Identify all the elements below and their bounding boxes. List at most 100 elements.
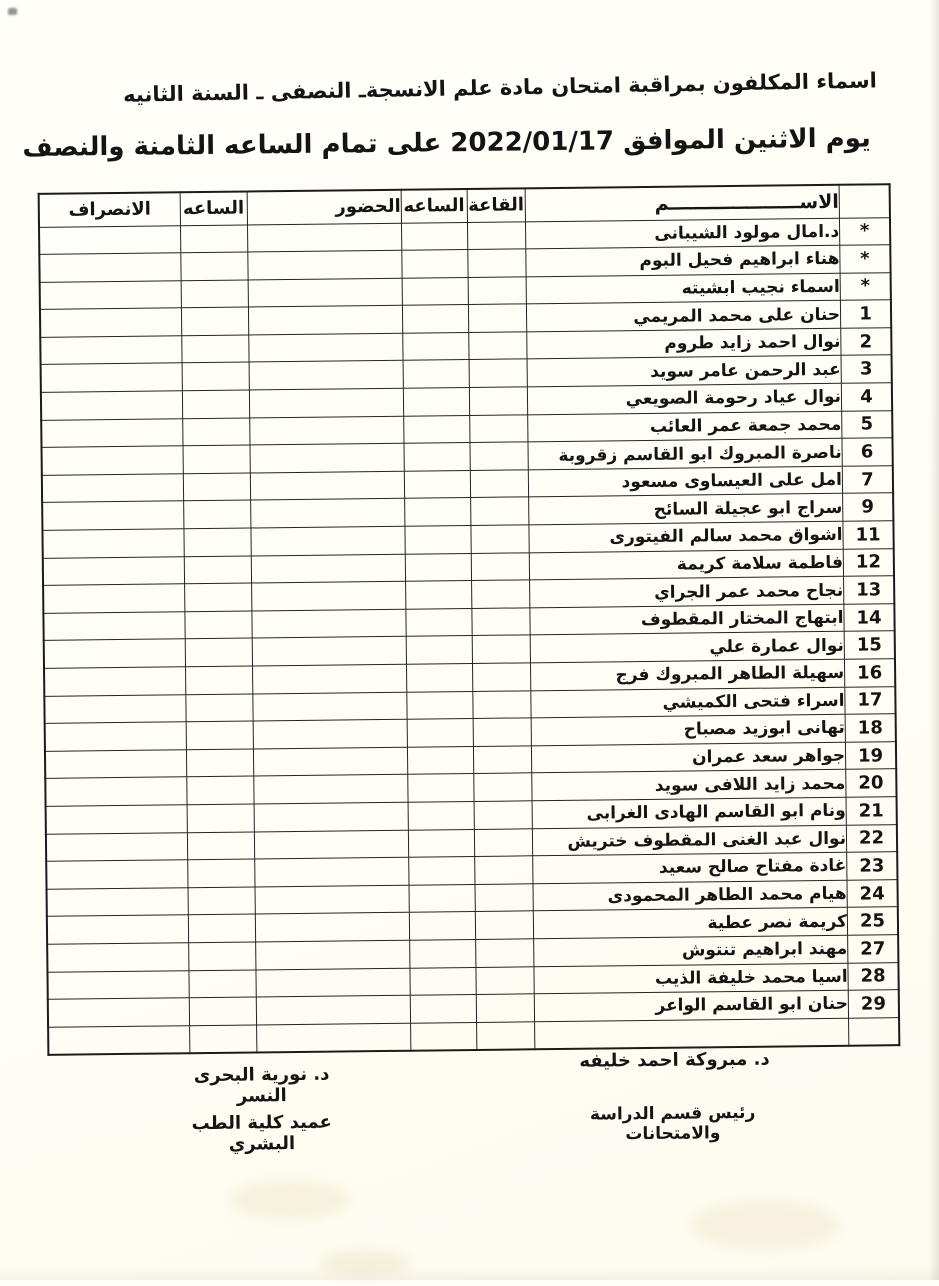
scan-edge-shadow: [0, 1266, 939, 1280]
departure-cell: [39, 308, 182, 338]
attendance-cell: [247, 250, 403, 280]
departure-cell: [44, 749, 187, 779]
attendance-cell: [248, 388, 404, 418]
attendance-cell: [254, 857, 409, 887]
invigilator-name: ونام ابو القاسم الهادى الغرابى: [532, 797, 847, 829]
time-in-cell: [410, 994, 477, 1023]
time-in-cell: [409, 966, 476, 996]
departure-cell: [46, 915, 189, 945]
row-number: 29: [848, 989, 900, 1018]
invigilator-name: اسماء نجيب ابشيته: [526, 272, 841, 305]
time-out-cell: [182, 445, 250, 474]
header-hall: القاعة: [466, 188, 526, 223]
header-attendance: الحضور: [246, 189, 402, 225]
departure-cell: [39, 225, 181, 255]
departure-cell: [44, 721, 187, 752]
time-out-cell: [183, 500, 251, 529]
time-in-cell: [404, 525, 471, 554]
departure-cell: [43, 583, 185, 614]
attendance-cell: [251, 636, 407, 666]
invigilator-name: د.امال مولود الشيبانى: [525, 217, 840, 249]
row-number: 5: [841, 410, 893, 439]
invigilators-table: الاســــــــــــــــــــم القاعة الساعه …: [37, 183, 901, 1056]
attendance-cell: [252, 746, 408, 777]
row-number: 1: [840, 299, 892, 329]
attendance-cell: [249, 415, 404, 446]
time-out-cell: [181, 362, 249, 391]
attendance-cell: [248, 360, 404, 391]
time-in-cell: [401, 249, 468, 278]
time-in-cell: [402, 277, 468, 306]
attendance-cell: [251, 581, 406, 611]
row-number: 25: [847, 907, 899, 936]
row-number: 11: [842, 520, 894, 549]
departure-cell: [42, 501, 184, 531]
invigilator-name: ابتهاج المختار المقطوف: [529, 604, 845, 636]
time-in-cell: [404, 470, 471, 499]
invigilator-name: نوال احمد زايد طروم: [526, 328, 842, 360]
attendance-cell: [255, 995, 411, 1025]
hall-cell: [467, 304, 527, 333]
time-out-cell: [188, 941, 256, 971]
signature-left-name: د. نورية البحرى النسر: [193, 1063, 330, 1107]
time-in-cell: [402, 359, 469, 389]
departure-cell: [41, 418, 183, 448]
time-out-cell: [186, 776, 254, 805]
departure-cell: [48, 1025, 190, 1055]
attendance-cell: [255, 940, 410, 970]
time-out-cell: [187, 859, 255, 888]
signature-right-name: د. مبروكة احمد خليفه: [579, 1048, 770, 1072]
row-number: [848, 1017, 900, 1046]
attendance-cell: [251, 609, 407, 639]
departure-cell: [39, 252, 182, 283]
attendance-cell: [250, 526, 406, 556]
departure-cell: [47, 997, 190, 1028]
departure-cell: [44, 694, 187, 724]
hall-cell: [471, 635, 531, 664]
time-out-cell: [183, 472, 251, 502]
time-in-cell: [405, 553, 472, 582]
time-out-cell: [185, 665, 253, 695]
row-number: 24: [847, 879, 898, 908]
time-in-cell: [402, 332, 469, 361]
time-out-cell: [188, 914, 256, 943]
hall-cell: [476, 1021, 535, 1050]
time-in-cell: [404, 497, 471, 527]
invigilator-name: جواهر سعد عمران: [531, 742, 846, 774]
departure-cell: [44, 666, 186, 696]
time-out-cell: [186, 721, 253, 750]
row-number: 3: [841, 355, 892, 384]
row-number: 16: [844, 658, 896, 687]
time-in-cell: [406, 663, 473, 692]
hall-cell: [473, 800, 533, 830]
invigilator-name: اشواق محمد سالم الفيتورى: [529, 521, 844, 553]
time-out-cell: [187, 831, 255, 860]
time-out-cell: [189, 1024, 257, 1054]
attendance-cell: [247, 305, 403, 335]
invigilator-name: عبد الرحمن عامر سويد: [527, 355, 842, 387]
row-number: 19: [845, 741, 897, 770]
time-in-cell: [403, 415, 470, 444]
time-in-cell: [407, 718, 473, 747]
hall-cell: [469, 414, 529, 443]
time-in-cell: [407, 773, 474, 803]
time-in-cell: [406, 691, 473, 720]
invigilator-name: نجاح محمد عمر الجراي: [529, 576, 844, 608]
invigilator-name: اسيا محمد خليفة الذيب: [534, 962, 849, 994]
attendance-cell: [253, 774, 408, 804]
time-out-cell: [182, 417, 250, 446]
row-number: 13: [843, 575, 895, 605]
time-out-cell: [184, 583, 252, 612]
row-number: 27: [847, 934, 899, 963]
invigilator-name: سهيلة الطاهر المبروك فرج: [530, 659, 845, 691]
time-in-cell: [409, 939, 476, 968]
hall-cell: [468, 386, 528, 416]
attendance-cell: [249, 443, 405, 473]
time-in-cell: [408, 829, 475, 858]
time-out-cell: [180, 252, 248, 281]
hall-cell: [474, 855, 534, 885]
time-in-cell: [403, 387, 470, 416]
attendance-cell: [250, 498, 405, 529]
departure-cell: [41, 445, 184, 476]
